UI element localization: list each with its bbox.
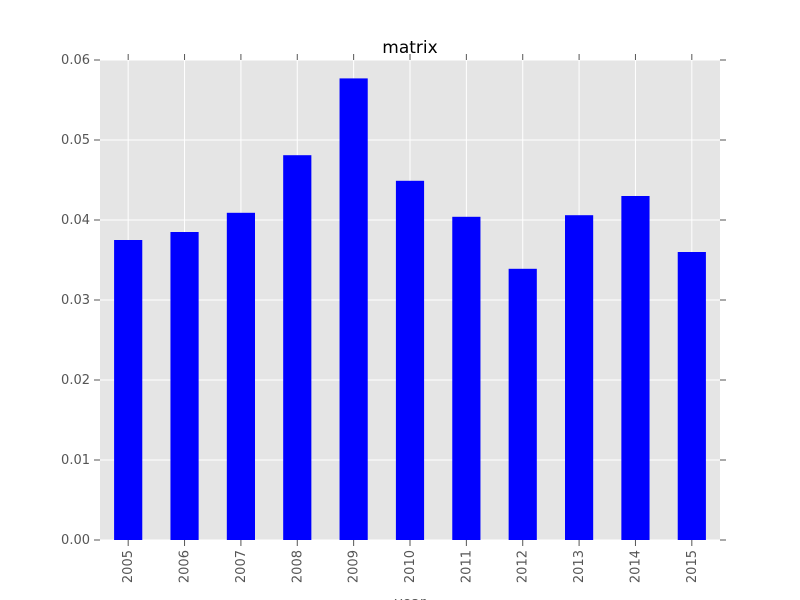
y-tick-label: 0.00 (61, 533, 90, 548)
x-tick-label: 2008 (290, 550, 305, 583)
y-tick-label: 0.04 (61, 213, 90, 228)
chart-title: matrix (382, 38, 437, 58)
x-tick-label: 2010 (403, 550, 418, 583)
x-tick-label: 2012 (516, 550, 531, 583)
tick-marks (94, 54, 726, 546)
x-tick-label: 2011 (459, 550, 474, 583)
x-tick-labels: 2005 2006 2007 2008 2009 2010 2011 2012 2013 2014… (121, 550, 700, 583)
bar-2009 (339, 78, 368, 541)
x-axis-label: year (394, 595, 425, 600)
x-tick-label: 2007 (234, 550, 249, 583)
bar-2008 (283, 155, 312, 540)
x-tick-label: 2006 (178, 550, 193, 583)
bar-2006 (170, 232, 199, 540)
y-tick-labels: 0.00 0.01 0.02 0.03 0.04 0.05 0.06 (61, 53, 90, 548)
bars (114, 78, 706, 541)
y-tick-label: 0.02 (61, 373, 90, 388)
bar-2014 (621, 196, 650, 540)
x-tick-label: 2009 (347, 550, 362, 583)
x-tick-label: 2014 (628, 550, 643, 583)
x-tick-label: 2005 (121, 550, 136, 583)
y-tick-label: 0.05 (61, 133, 90, 148)
bar-2010 (395, 180, 425, 541)
bar-2011 (452, 216, 481, 541)
y-tick-label: 0.03 (61, 293, 90, 308)
y-tick-label: 0.06 (61, 53, 90, 68)
y-tick-label: 0.01 (61, 453, 90, 468)
bar-2005 (114, 240, 143, 540)
x-tick-label: 2015 (685, 550, 700, 583)
bar-2013 (565, 215, 594, 540)
bar-2012 (508, 268, 537, 540)
bar-2007 (226, 212, 255, 541)
x-tick-label: 2013 (572, 550, 587, 583)
bar-2015 (677, 252, 706, 540)
